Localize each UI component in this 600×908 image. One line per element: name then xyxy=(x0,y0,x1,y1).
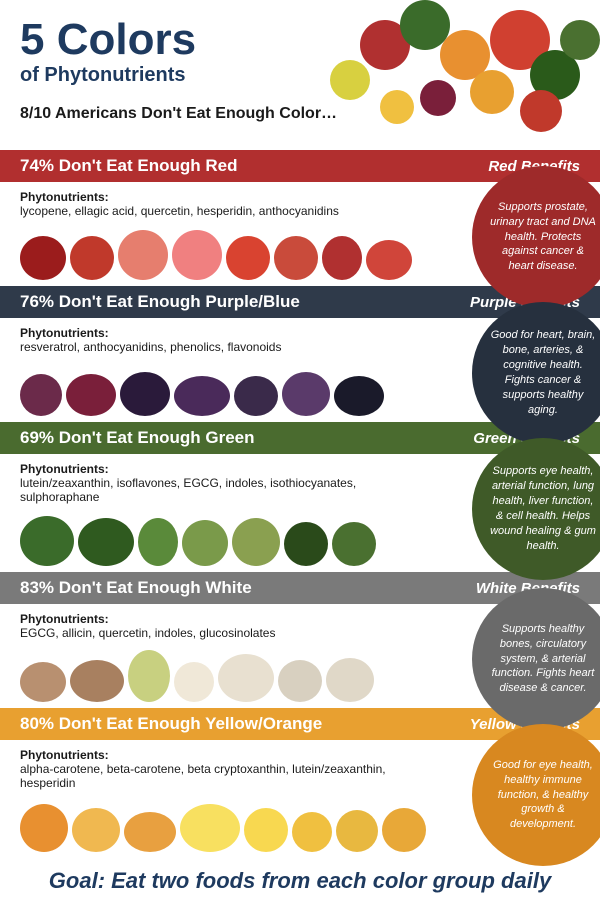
food-icon xyxy=(172,230,222,280)
food-icon xyxy=(218,654,274,702)
food-icon xyxy=(70,236,114,280)
food-icon xyxy=(20,374,62,416)
nutrients-text: resveratrol, anthocyanidins, phenolics, … xyxy=(20,340,400,354)
food-icon xyxy=(72,808,120,852)
food-icon xyxy=(332,522,376,566)
food-icon xyxy=(120,372,170,416)
page-subtitle: of Phytonutrients xyxy=(20,64,580,87)
food-icon xyxy=(326,658,374,702)
food-icon xyxy=(128,650,170,702)
food-icon xyxy=(244,808,288,852)
footer-goal: Goal: Eat two foods from each color grou… xyxy=(0,858,600,908)
section-purple: 76% Don't Eat Enough Purple/BluePurple B… xyxy=(0,286,600,422)
food-icon xyxy=(174,662,214,702)
section-headline: 80% Don't Eat Enough Yellow/Orange xyxy=(20,714,322,734)
food-icon xyxy=(70,660,124,702)
food-icon xyxy=(20,516,74,566)
food-icon xyxy=(20,236,66,280)
food-icon xyxy=(234,376,278,416)
section-body: Phytonutrients:resveratrol, anthocyanidi… xyxy=(0,318,600,422)
food-icon xyxy=(292,812,332,852)
section-body: Phytonutrients:EGCG, allicin, quercetin,… xyxy=(0,604,600,708)
food-icon xyxy=(282,372,330,416)
section-body: Phytonutrients:lutein/zeaxanthin, isofla… xyxy=(0,454,600,572)
food-icon xyxy=(182,520,228,566)
food-icon xyxy=(274,236,318,280)
section-headline: 83% Don't Eat Enough White xyxy=(20,578,252,598)
nutrients-text: alpha-carotene, beta-carotene, beta cryp… xyxy=(20,762,400,790)
food-icon xyxy=(284,522,328,566)
section-headline: 74% Don't Eat Enough Red xyxy=(20,156,238,176)
section-red: 74% Don't Eat Enough RedRed BenefitsPhyt… xyxy=(0,150,600,286)
food-icon xyxy=(20,804,68,852)
food-icon xyxy=(180,804,240,852)
section-green: 69% Don't Eat Enough GreenGreen Benefits… xyxy=(0,422,600,572)
food-icon xyxy=(334,376,384,416)
food-icon xyxy=(66,374,116,416)
food-icon xyxy=(382,808,426,852)
header-stat: 8/10 Americans Don't Eat Enough Color… xyxy=(20,105,580,123)
food-icon xyxy=(336,810,378,852)
page-title: 5 Colors xyxy=(20,18,580,62)
section-yellow: 80% Don't Eat Enough Yellow/OrangeYellow… xyxy=(0,708,600,858)
header: 5 Colors of Phytonutrients 8/10 American… xyxy=(0,0,600,150)
nutrients-text: lutein/zeaxanthin, isoflavones, EGCG, in… xyxy=(20,476,400,504)
section-headline: 76% Don't Eat Enough Purple/Blue xyxy=(20,292,300,312)
section-headline: 69% Don't Eat Enough Green xyxy=(20,428,255,448)
food-icon xyxy=(174,376,230,416)
sections-container: 74% Don't Eat Enough RedRed BenefitsPhyt… xyxy=(0,150,600,858)
nutrients-text: lycopene, ellagic acid, quercetin, hespe… xyxy=(20,204,400,218)
section-white: 83% Don't Eat Enough WhiteWhite Benefits… xyxy=(0,572,600,708)
food-icon xyxy=(20,662,66,702)
food-icon xyxy=(124,812,176,852)
food-icon xyxy=(78,518,134,566)
food-icon xyxy=(138,518,178,566)
food-icon xyxy=(322,236,362,280)
food-icon xyxy=(226,236,270,280)
food-icon xyxy=(366,240,412,280)
food-icon xyxy=(232,518,280,566)
section-body: Phytonutrients:alpha-carotene, beta-caro… xyxy=(0,740,600,858)
food-icon xyxy=(278,660,322,702)
food-icon xyxy=(118,230,168,280)
section-body: Phytonutrients:lycopene, ellagic acid, q… xyxy=(0,182,600,286)
nutrients-text: EGCG, allicin, quercetin, indoles, gluco… xyxy=(20,626,400,640)
